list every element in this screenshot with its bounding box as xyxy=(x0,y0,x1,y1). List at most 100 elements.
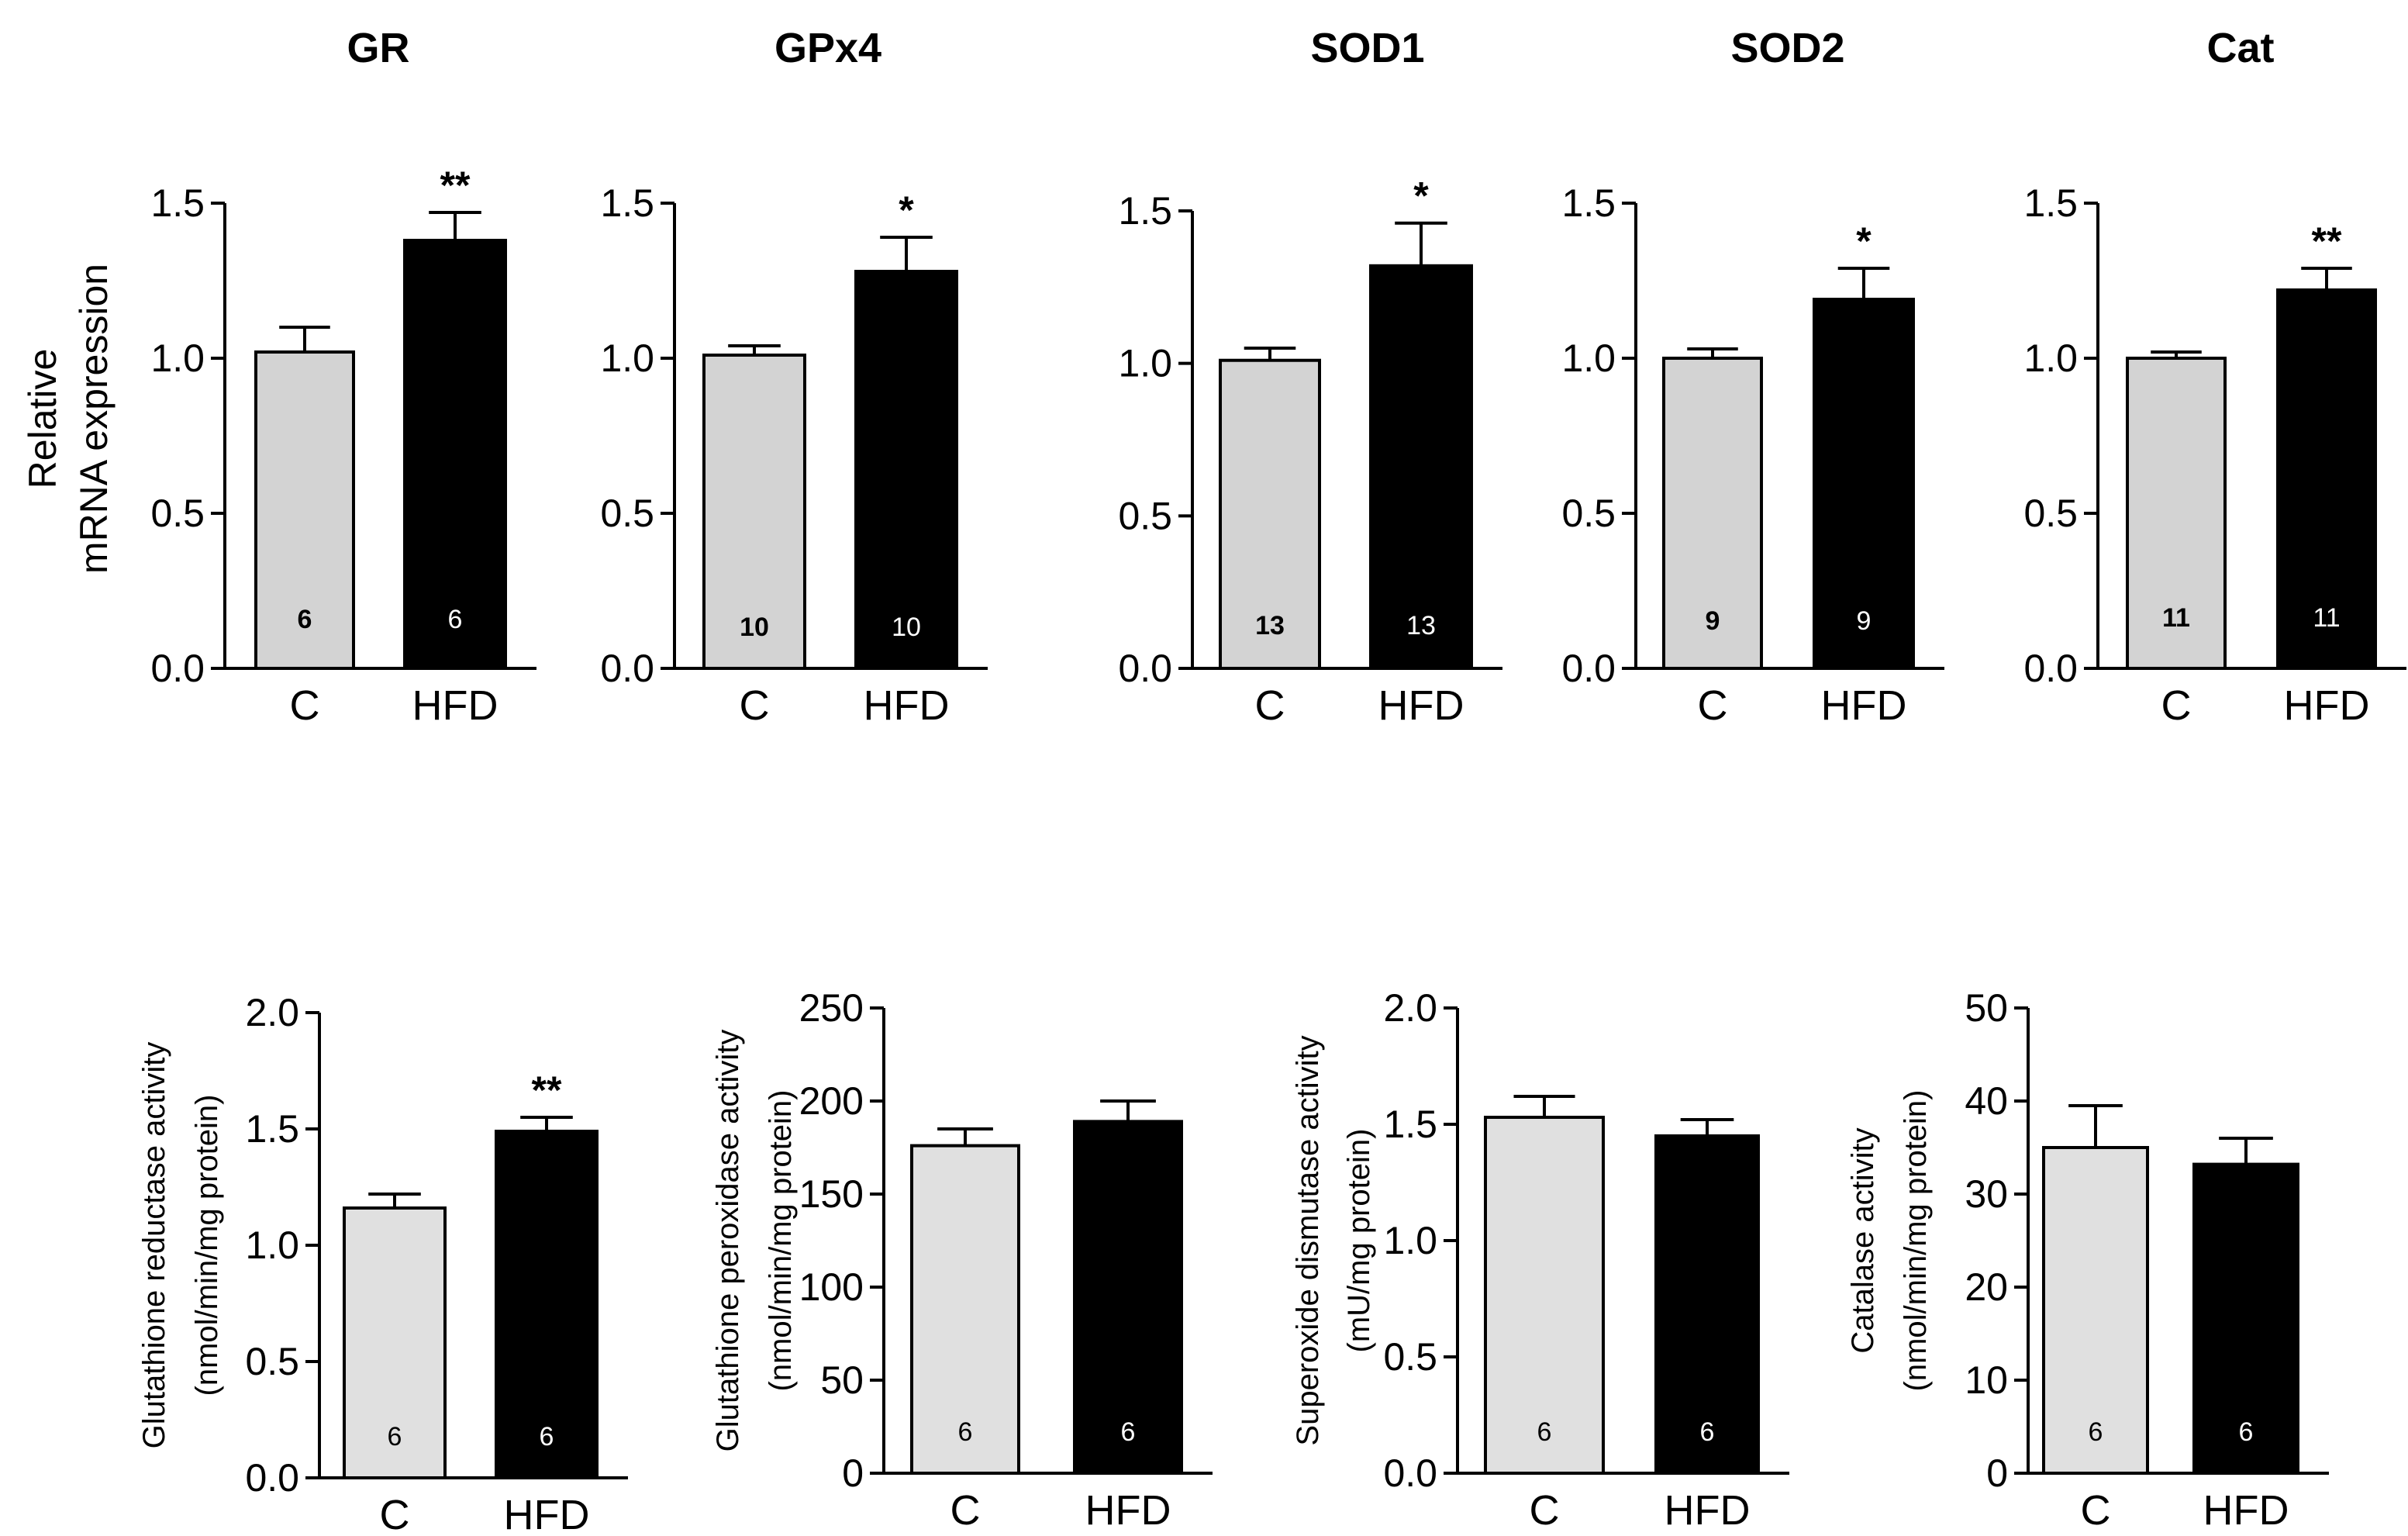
x-category-label: HFD xyxy=(504,1492,590,1536)
chart-panel-5: Cat 0.0 0.5 1.0 1.5 11 C 11 ** HFD xyxy=(2023,25,2406,729)
y-tick-label: 0.0 xyxy=(245,1456,299,1500)
y-tick-label: 0.5 xyxy=(2023,492,2078,535)
bar-c xyxy=(910,1144,1020,1475)
y-tick-label: 1.5 xyxy=(600,181,654,225)
chart-panel-4: SOD2 0.0 0.5 1.0 1.5 9 C 9 * HFD xyxy=(1561,25,1944,729)
y-tick-label: 0.0 xyxy=(1383,1451,1437,1495)
chart-title: GPx4 xyxy=(774,25,881,71)
bar-c xyxy=(254,350,355,670)
y-axis-label: (mU/mg protein) xyxy=(1342,1129,1376,1353)
bar-hfd xyxy=(854,270,958,670)
chart-panel-9: Catalase activity (nmol/min/mg protein) 0 1… xyxy=(1846,986,2329,1534)
x-category-label: HFD xyxy=(1665,1487,1751,1534)
y-axis-label: Superoxide dismutase activity xyxy=(1291,1035,1325,1445)
bar-hfd xyxy=(2276,288,2377,670)
bar-c xyxy=(343,1206,447,1479)
x-category-label: HFD xyxy=(864,682,950,729)
sample-size-label: 6 xyxy=(2089,1417,2103,1447)
x-category-label: C xyxy=(950,1487,981,1534)
sample-size-label: 10 xyxy=(740,613,769,642)
y-tick-label: 1.5 xyxy=(245,1107,299,1151)
significance-marker: ** xyxy=(2312,219,2342,263)
sample-size-label: 9 xyxy=(1706,606,1720,636)
chart-panel-2: GPx4 0.0 0.5 1.0 1.5 10 C 10 * HFD xyxy=(600,25,988,729)
x-category-label: HFD xyxy=(2284,682,2370,729)
y-tick-label: 0.0 xyxy=(2023,647,2078,690)
y-tick-label: 0.5 xyxy=(1383,1335,1437,1379)
y-tick-label: 1.0 xyxy=(245,1224,299,1267)
x-category-label: C xyxy=(290,682,320,729)
y-tick-label: 30 xyxy=(1965,1172,2008,1216)
y-tick-label: 200 xyxy=(799,1079,864,1123)
sample-size-label: 6 xyxy=(540,1422,554,1451)
significance-marker: * xyxy=(1413,174,1429,218)
y-tick-label: 1.5 xyxy=(1561,181,1616,225)
significance-marker: ** xyxy=(532,1068,562,1112)
row1-ylabel-line1: Relative xyxy=(21,349,64,489)
y-axis-label: (nmol/min/mg protein) xyxy=(190,1094,224,1396)
y-tick-label: 0.0 xyxy=(1118,647,1172,690)
y-tick-label: 0.5 xyxy=(1118,494,1172,537)
sample-size-label: 13 xyxy=(1255,611,1285,640)
sample-size-label: 6 xyxy=(448,605,463,634)
y-tick-label: 1.0 xyxy=(1561,337,1616,380)
x-category-label: HFD xyxy=(1085,1487,1171,1534)
bar-c xyxy=(702,354,806,670)
x-category-label: HFD xyxy=(412,682,499,729)
x-category-label: HFD xyxy=(1821,682,1907,729)
x-category-label: C xyxy=(1530,1487,1560,1534)
bar-hfd xyxy=(495,1130,599,1479)
sample-size-label: 6 xyxy=(1121,1417,1136,1447)
charts-container: GR0.00.51.01.56C6**HFDGPx40.00.51.01.510… xyxy=(137,25,2406,1536)
y-tick-label: 50 xyxy=(1965,986,2008,1030)
y-tick-label: 2.0 xyxy=(1383,986,1437,1030)
chart-title: GR xyxy=(347,25,410,71)
y-tick-label: 0.5 xyxy=(600,492,654,535)
y-axis-label: (nmol/min/mg protein) xyxy=(1899,1089,1933,1391)
sample-size-label: 6 xyxy=(958,1417,973,1447)
y-tick-label: 2.0 xyxy=(245,991,299,1034)
y-tick-label: 0.5 xyxy=(1561,492,1616,535)
bar-hfd xyxy=(1813,298,1915,670)
significance-marker: ** xyxy=(440,164,471,207)
sample-size-label: 11 xyxy=(2313,603,2340,633)
y-tick-label: 100 xyxy=(799,1265,864,1309)
bar-c xyxy=(1484,1116,1605,1475)
sample-size-label: 6 xyxy=(388,1422,402,1451)
y-tick-label: 10 xyxy=(1965,1358,2008,1402)
x-category-label: C xyxy=(1255,682,1285,729)
significance-marker: * xyxy=(899,188,914,232)
y-tick-label: 0 xyxy=(842,1451,864,1495)
sample-size-label: 6 xyxy=(1700,1417,1715,1447)
y-tick-label: 20 xyxy=(1965,1265,2008,1309)
chart-panel-8: Superoxide dismutase activity (mU/mg prot… xyxy=(1291,986,1789,1534)
y-tick-label: 1.5 xyxy=(1118,189,1172,233)
row1-ylabel-line2: mRNA expression xyxy=(72,264,116,574)
x-category-label: C xyxy=(2161,682,2192,729)
significance-marker: * xyxy=(1856,219,1872,263)
y-tick-label: 1.0 xyxy=(1383,1219,1437,1262)
bar-c xyxy=(1662,357,1763,670)
sample-size-label: 10 xyxy=(892,613,921,642)
y-tick-label: 0 xyxy=(1986,1451,2008,1495)
x-category-label: C xyxy=(740,682,770,729)
bar-c xyxy=(1219,358,1321,670)
x-category-label: HFD xyxy=(2203,1487,2289,1534)
chart-title: SOD2 xyxy=(1730,25,1844,71)
y-tick-label: 1.0 xyxy=(600,337,654,380)
chart-title: Cat xyxy=(2206,25,2274,71)
x-category-label: C xyxy=(1698,682,1728,729)
x-category-label: C xyxy=(2081,1487,2111,1534)
y-tick-label: 0.0 xyxy=(1561,647,1616,690)
y-tick-label: 150 xyxy=(799,1172,864,1216)
bar-hfd xyxy=(403,239,507,670)
y-tick-label: 1.5 xyxy=(150,181,205,225)
y-tick-label: 1.5 xyxy=(1383,1103,1437,1146)
y-tick-label: 0.5 xyxy=(245,1340,299,1383)
bar-hfd xyxy=(2192,1162,2299,1475)
y-tick-label: 1.5 xyxy=(2023,181,2078,225)
y-tick-label: 0.5 xyxy=(150,492,205,535)
sample-size-label: 6 xyxy=(2239,1417,2254,1447)
bar-c xyxy=(2126,357,2227,670)
